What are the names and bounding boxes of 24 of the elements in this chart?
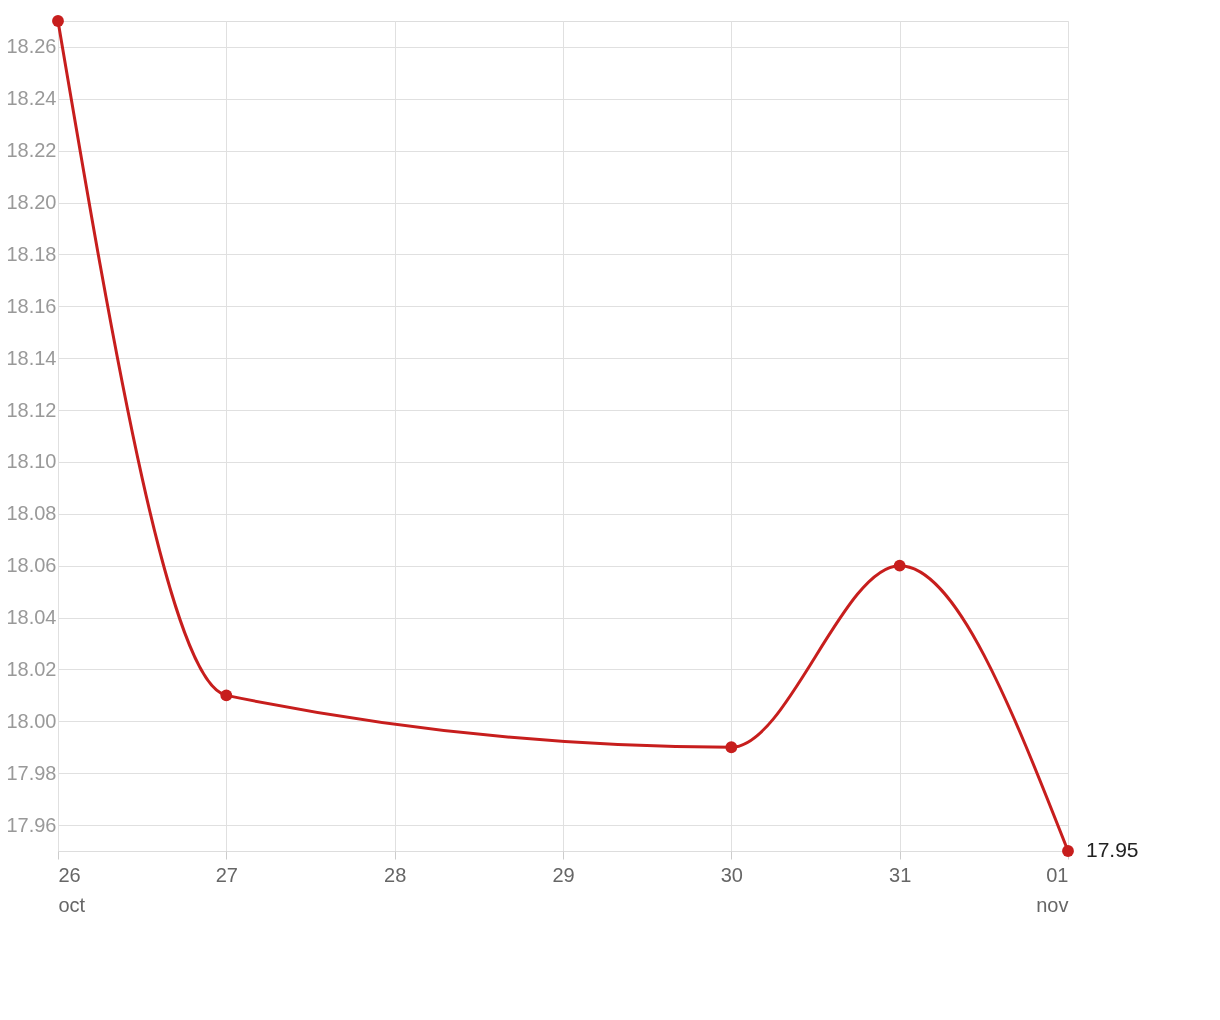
y-tick-label: 18.16	[6, 294, 57, 317]
y-tick-label: 18.10	[6, 450, 57, 473]
y-tick-label: 18.14	[6, 346, 57, 369]
y-tick-label: 18.02	[6, 657, 57, 680]
y-tick-label: 18.00	[6, 709, 57, 732]
y-tick-label: 17.98	[6, 761, 57, 784]
y-tick-label: 18.12	[6, 398, 57, 421]
x-tick-label: 01 nov	[1036, 863, 1069, 916]
y-tick-label: 18.20	[6, 191, 57, 214]
x-tick-label: 31	[889, 863, 912, 886]
y-tick-label: 18.04	[6, 606, 57, 629]
x-tick-label: 27	[215, 863, 238, 886]
data-label: 17.95	[1086, 838, 1139, 861]
y-tick-label: 18.18	[6, 242, 57, 265]
x-tick-label: 30	[720, 863, 743, 886]
y-tick-label: 17.96	[6, 813, 57, 836]
y-tick-label: 18.24	[6, 87, 57, 110]
y-tick-label: 18.26	[6, 35, 57, 58]
y-tick-label: 18.22	[6, 139, 57, 162]
x-tick-label: 28	[384, 863, 407, 886]
y-tick-label: 18.08	[6, 502, 57, 525]
y-tick-label: 18.06	[6, 554, 57, 577]
x-tick-label: 29	[552, 863, 575, 886]
x-tick-label: 26 oct	[58, 863, 86, 916]
